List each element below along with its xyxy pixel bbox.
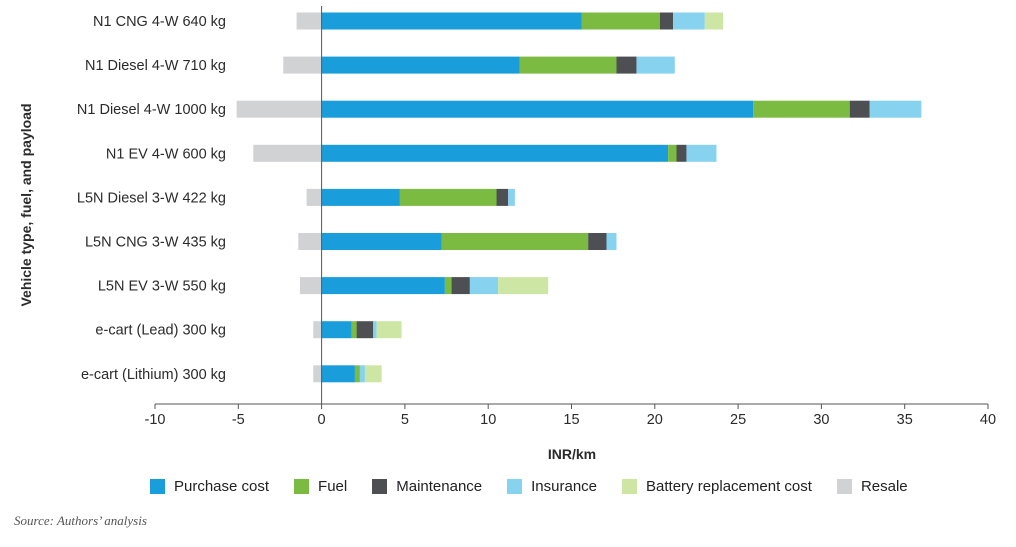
legend-item: Insurance (507, 478, 597, 495)
bar-segment-purchase-cost (321, 365, 355, 383)
bar-segment-insurance (508, 188, 515, 206)
bar-segment-purchase-cost (321, 233, 442, 250)
bar-segment-purchase-cost (321, 12, 582, 30)
bar-segment-maintenance (588, 233, 607, 250)
bar-segment-maintenance (356, 321, 374, 339)
legend: Purchase cost Fuel Maintenance Insurance Bat… (150, 478, 933, 495)
source-note: Source: Authors’ analysis (14, 513, 147, 528)
bar-segment-fuel (351, 321, 357, 339)
category-label: N1 CNG 4-W 640 kg (93, 14, 226, 30)
bar-segment-fuel (444, 277, 452, 295)
x-axis-title: INR/km (548, 446, 596, 462)
category-label: N1 Diesel 4-W 710 kg (85, 58, 226, 74)
legend-swatch (836, 479, 852, 494)
bar-segment-insurance (686, 144, 717, 162)
x-tick-label: 15 (563, 412, 579, 428)
bar-segment-battery-replacement-cost (704, 12, 724, 30)
x-tick-label: 25 (730, 412, 746, 428)
x-tick-label: 30 (813, 412, 829, 428)
category-label: L5N EV 3-W 550 kg (98, 279, 226, 295)
legend-item: Battery replacement cost (622, 478, 812, 495)
bar-segment-fuel (581, 12, 660, 30)
bar-segment-resale (298, 233, 322, 250)
bar-segment-purchase-cost (321, 144, 669, 162)
bar-segment-resale (313, 321, 322, 339)
bar-segment-maintenance (659, 12, 674, 30)
legend-label: Insurance (531, 478, 598, 495)
category-label: L5N CNG 3-W 435 kg (85, 235, 226, 251)
category-label: N1 Diesel 4-W 1000 kg (77, 102, 226, 118)
category-label: e-cart (Lead) 300 kg (95, 323, 226, 339)
bar-segment-insurance (469, 277, 499, 295)
legend-swatch (372, 479, 388, 494)
x-tick-label: 40 (980, 412, 996, 428)
bar-segment-insurance (673, 12, 705, 30)
legend-item: Fuel (294, 478, 347, 495)
y-axis-title: Vehicle type, fuel, and payload (18, 103, 34, 306)
x-axis: -10 -5 0 5 10 15 20 25 30 35 40 (145, 6, 996, 428)
bar-segment-maintenance (676, 144, 687, 162)
legend-item: Resale (836, 478, 908, 495)
legend-label: Battery replacement cost (646, 478, 812, 495)
bar-segment-maintenance (451, 277, 470, 295)
legend-swatch (507, 479, 523, 494)
x-tick-label: -5 (232, 412, 245, 428)
bar-segment-resale (313, 365, 322, 383)
bar-segment-resale (236, 100, 322, 118)
legend-label: Fuel (318, 478, 348, 495)
legend-swatch (150, 479, 165, 494)
bar-segment-resale (283, 56, 322, 74)
category-label: L5N Diesel 3-W 422 kg (77, 190, 226, 206)
legend-label: Purchase cost (174, 478, 270, 495)
bar-segment-fuel (399, 188, 497, 206)
x-tick-label: 20 (647, 412, 663, 428)
bar-segment-purchase-cost (321, 100, 754, 118)
x-tick-label: 35 (897, 412, 913, 428)
stacked-bar-chart: N1 CNG 4-W 640 kg N1 Diesel 4-W 710 kg N1 … (18, 6, 996, 462)
bar-segment-insurance (359, 365, 365, 383)
bar-segment-fuel (354, 365, 360, 383)
legend-label: Resale (860, 478, 908, 495)
bar-segment-maintenance (849, 100, 870, 118)
bar-segment-battery-replacement-cost (376, 321, 402, 339)
bar-segment-maintenance (496, 188, 509, 206)
category-label: N1 EV 4-W 600 kg (106, 146, 226, 162)
x-tick-label: 0 (318, 412, 326, 428)
bar-segment-insurance (869, 100, 922, 118)
category-labels: N1 CNG 4-W 640 kg N1 Diesel 4-W 710 kg N1 … (77, 14, 226, 383)
bar-segment-fuel (753, 100, 850, 118)
x-tick-label: -10 (145, 412, 166, 428)
bar-segment-resale (299, 277, 322, 295)
bar-segment-fuel (668, 144, 677, 162)
legend-label: Maintenance (396, 478, 483, 495)
bars-layer (236, 12, 922, 383)
bar-segment-insurance (606, 233, 617, 250)
bar-segment-resale (296, 12, 322, 30)
bar-segment-purchase-cost (321, 56, 520, 74)
bar-segment-maintenance (616, 56, 637, 74)
bar-segment-purchase-cost (321, 277, 445, 295)
bar-segment-battery-replacement-cost (364, 365, 382, 383)
bar-segment-insurance (373, 321, 377, 339)
bar-segment-battery-replacement-cost (498, 277, 549, 295)
legend-item: Purchase cost (150, 478, 269, 495)
x-tick-label: 10 (480, 412, 496, 428)
bar-segment-insurance (636, 56, 675, 74)
x-tick-label: 5 (401, 412, 409, 428)
legend-item: Maintenance (372, 478, 482, 495)
bar-segment-fuel (519, 56, 617, 74)
legend-swatch (294, 479, 310, 494)
bar-segment-resale (253, 144, 322, 162)
legend-swatch (622, 479, 638, 494)
bar-segment-resale (306, 188, 322, 206)
bar-segment-fuel (441, 233, 589, 250)
bar-segment-purchase-cost (321, 188, 400, 206)
category-label: e-cart (Lithium) 300 kg (81, 367, 226, 383)
bar-segment-purchase-cost (321, 321, 352, 339)
